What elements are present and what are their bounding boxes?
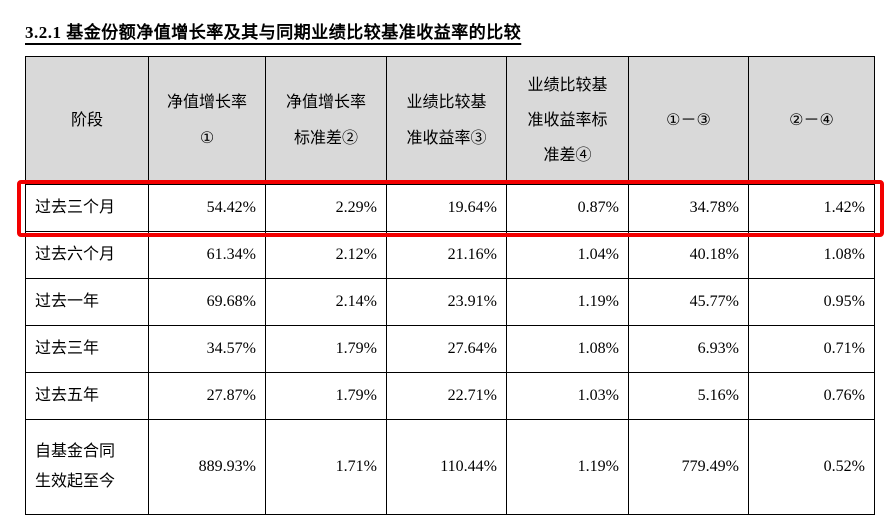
header-period: 阶段 — [25, 56, 149, 185]
value-cell: 0.71% — [748, 325, 875, 373]
header-diff-1-3: ①－③ — [628, 56, 749, 185]
period-cell: 过去三年 — [25, 325, 149, 373]
value-cell: 110.44% — [386, 419, 507, 515]
table-row: 自基金合同 生效起至今 889.93% 1.71% 110.44% 1.19% … — [25, 419, 875, 515]
value-cell: 779.49% — [628, 419, 749, 515]
section-title: 3.2.1 基金份额净值增长率及其与同期业绩比较基准收益率的比较 — [25, 23, 522, 42]
value-cell: 19.64% — [386, 184, 507, 232]
value-cell: 2.12% — [265, 231, 387, 279]
value-cell: 1.19% — [506, 419, 629, 515]
table-row: 过去三年 34.57% 1.79% 27.64% 1.08% 6.93% 0.7… — [25, 325, 875, 373]
period-cell: 过去五年 — [25, 372, 149, 420]
value-cell: 1.04% — [506, 231, 629, 279]
value-cell: 1.79% — [265, 372, 387, 420]
value-cell: 0.76% — [748, 372, 875, 420]
header-nav-growth-stddev: 净值增长率 标准差② — [265, 56, 387, 185]
value-cell: 21.16% — [386, 231, 507, 279]
table-row: 过去一年 69.68% 2.14% 23.91% 1.19% 45.77% 0.… — [25, 278, 875, 326]
table-row: 过去五年 27.87% 1.79% 22.71% 1.03% 5.16% 0.7… — [25, 372, 875, 420]
header-row: 阶段 净值增长率 ① 净值增长率 标准差② 业绩比较基 准收益率③ 业绩比较基 … — [25, 56, 875, 185]
table-container: 阶段 净值增长率 ① 净值增长率 标准差② 业绩比较基 准收益率③ 业绩比较基 … — [17, 56, 884, 515]
value-cell: 45.77% — [628, 278, 749, 326]
value-cell: 1.19% — [506, 278, 629, 326]
value-cell: 0.95% — [748, 278, 875, 326]
header-benchmark-return: 业绩比较基 准收益率③ — [386, 56, 507, 185]
value-cell: 23.91% — [386, 278, 507, 326]
value-cell: 0.87% — [506, 184, 629, 232]
value-cell: 1.71% — [265, 419, 387, 515]
value-cell: 69.68% — [148, 278, 266, 326]
value-cell: 1.79% — [265, 325, 387, 373]
value-cell: 34.78% — [628, 184, 749, 232]
period-cell: 过去一年 — [25, 278, 149, 326]
value-cell: 1.08% — [506, 325, 629, 373]
value-cell: 27.87% — [148, 372, 266, 420]
value-cell: 22.71% — [386, 372, 507, 420]
value-cell: 61.34% — [148, 231, 266, 279]
table-row: 过去三个月 54.42% 2.29% 19.64% 0.87% 34.78% 1… — [25, 184, 875, 232]
value-cell: 2.29% — [265, 184, 387, 232]
performance-comparison-table: 阶段 净值增长率 ① 净值增长率 标准差② 业绩比较基 准收益率③ 业绩比较基 … — [25, 56, 875, 515]
report-page: 3.2.1 基金份额净值增长率及其与同期业绩比较基准收益率的比较 阶段 净值增长… — [17, 23, 884, 515]
value-cell: 1.08% — [748, 231, 875, 279]
value-cell: 54.42% — [148, 184, 266, 232]
header-nav-growth: 净值增长率 ① — [148, 56, 266, 185]
value-cell: 27.64% — [386, 325, 507, 373]
value-cell: 6.93% — [628, 325, 749, 373]
period-cell: 自基金合同 生效起至今 — [25, 419, 149, 515]
value-cell: 889.93% — [148, 419, 266, 515]
value-cell: 34.57% — [148, 325, 266, 373]
header-diff-2-4: ②－④ — [748, 56, 875, 185]
period-cell: 过去三个月 — [25, 184, 149, 232]
value-cell: 5.16% — [628, 372, 749, 420]
value-cell: 2.14% — [265, 278, 387, 326]
value-cell: 0.52% — [748, 419, 875, 515]
value-cell: 1.42% — [748, 184, 875, 232]
header-benchmark-return-stddev: 业绩比较基 准收益率标 准差④ — [506, 56, 629, 185]
value-cell: 1.03% — [506, 372, 629, 420]
table-row: 过去六个月 61.34% 2.12% 21.16% 1.04% 40.18% 1… — [25, 231, 875, 279]
period-cell: 过去六个月 — [25, 231, 149, 279]
value-cell: 40.18% — [628, 231, 749, 279]
